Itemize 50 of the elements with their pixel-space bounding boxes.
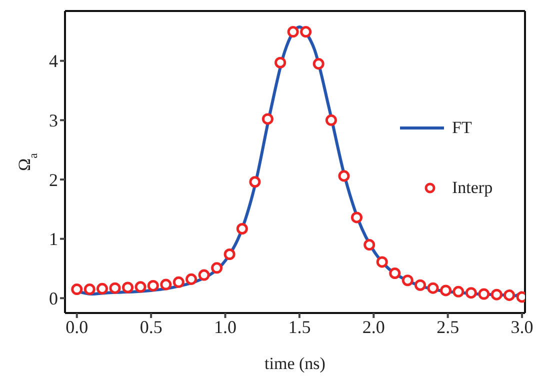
point — [376, 256, 388, 268]
point — [504, 289, 516, 301]
point — [160, 278, 172, 290]
point — [465, 287, 477, 299]
point — [249, 176, 261, 188]
point — [274, 56, 286, 68]
point — [71, 284, 83, 296]
point — [96, 282, 108, 294]
point — [490, 288, 502, 300]
point — [262, 113, 274, 125]
point — [134, 281, 146, 293]
point — [427, 282, 439, 294]
point — [364, 239, 376, 251]
point — [122, 282, 134, 294]
y-tick-label: 2 — [49, 170, 58, 190]
point — [224, 248, 236, 260]
point — [389, 267, 401, 280]
x-tick-label: 2.5 — [436, 316, 460, 337]
point — [440, 284, 452, 296]
y-tick-label: 4 — [49, 51, 58, 72]
x-tick-label: 0.0 — [66, 316, 88, 337]
point — [478, 288, 490, 300]
x-tick-label: 2.0 — [362, 316, 385, 337]
point — [414, 279, 426, 291]
point — [147, 280, 159, 292]
point — [452, 286, 464, 298]
point — [186, 273, 198, 285]
x-tick-label: 0.5 — [140, 316, 162, 337]
point — [312, 58, 324, 70]
y-tick-label: 0 — [49, 288, 58, 309]
point — [236, 222, 248, 235]
point — [300, 26, 312, 38]
point — [211, 262, 223, 274]
point — [109, 282, 121, 294]
point — [287, 26, 299, 38]
legend-label: Interp — [452, 178, 493, 198]
point — [338, 170, 350, 182]
point — [84, 284, 96, 296]
legend-label: FT — [452, 118, 472, 138]
y-tick-label: 1 — [49, 229, 58, 250]
x-tick-label: 1.0 — [214, 316, 237, 337]
y-tick-label: 3 — [49, 110, 58, 131]
point — [350, 212, 362, 224]
x-tick-label: 3.0 — [510, 316, 534, 337]
point — [172, 276, 184, 288]
x-tick-label: 1.5 — [288, 316, 311, 337]
point — [325, 114, 337, 126]
point — [402, 274, 414, 286]
point — [198, 269, 210, 281]
x-axis-title: time (ns) — [264, 354, 326, 373]
